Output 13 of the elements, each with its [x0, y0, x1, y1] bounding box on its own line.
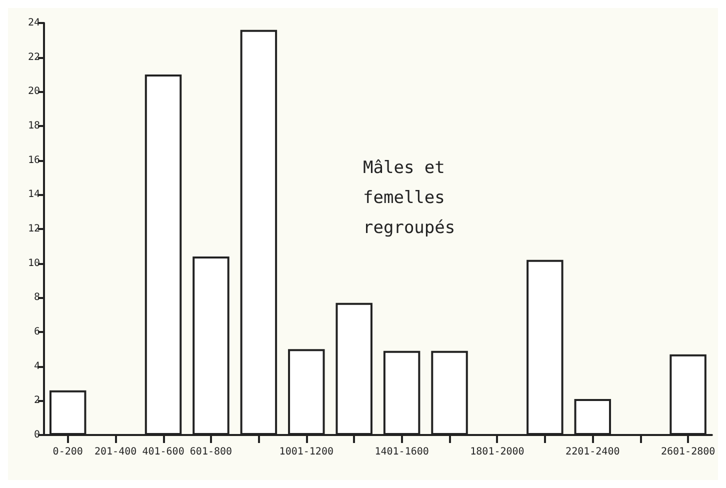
y-tick-label: 2	[34, 395, 40, 406]
x-tick-label: 1801-2000	[470, 446, 524, 458]
x-tick-label: 0-200	[52, 446, 83, 458]
x-tick-label: 601-800	[190, 446, 232, 458]
x-tick-label: 1001-1200	[279, 446, 334, 458]
x-tick-label: 401-600	[142, 446, 184, 458]
x-tick-label: 2601-2800	[660, 446, 716, 458]
x-tick-label: 201-400	[94, 446, 137, 458]
y-tick-label: 22	[28, 52, 40, 63]
y-tick-label: 12	[28, 224, 40, 234]
x-tick-label: 1401-1600	[374, 446, 429, 458]
x-tick-label: 2201-2400	[566, 446, 620, 458]
annotation: Mâles et femelles regroupés	[363, 158, 456, 238]
